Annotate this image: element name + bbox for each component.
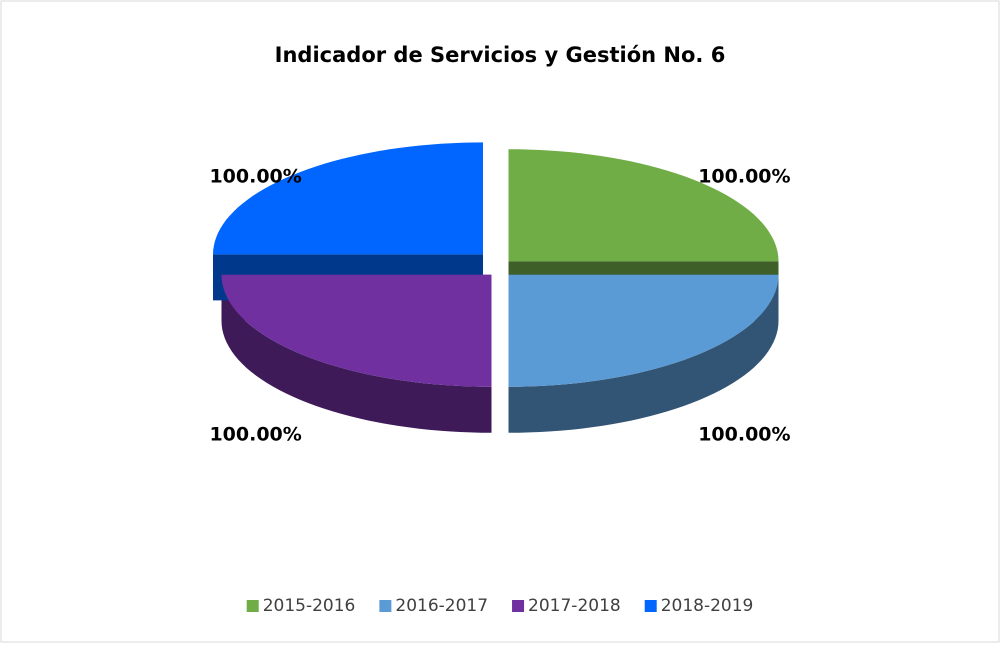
tops (213, 142, 779, 387)
legend-label: 2016-2017 (395, 596, 488, 616)
legend-marker (379, 600, 392, 612)
legend: 2015-2016 2016-2017 2017-2018 2018-2019 (246, 596, 754, 616)
pie-slice (213, 142, 483, 255)
chart-title: Indicador de Servicios y Gestión No. 6 (275, 43, 726, 67)
legend-label: 2018-2019 (661, 596, 754, 616)
pie-slice (508, 149, 779, 262)
legend-label: 2017-2018 (528, 596, 621, 616)
pie-slice (221, 274, 492, 387)
legend-marker (246, 600, 259, 612)
pie-slice (508, 274, 779, 387)
data-label: 100.00% (209, 424, 301, 446)
legend-label: 2015-2016 (263, 596, 356, 616)
data-label: 100.00% (698, 424, 790, 446)
outer-wall (508, 274, 779, 433)
legend-marker (644, 600, 657, 612)
data-label: 100.00% (209, 165, 301, 187)
outer-wall (221, 274, 492, 433)
legend-marker (512, 600, 525, 612)
data-label: 100.00% (698, 165, 790, 187)
